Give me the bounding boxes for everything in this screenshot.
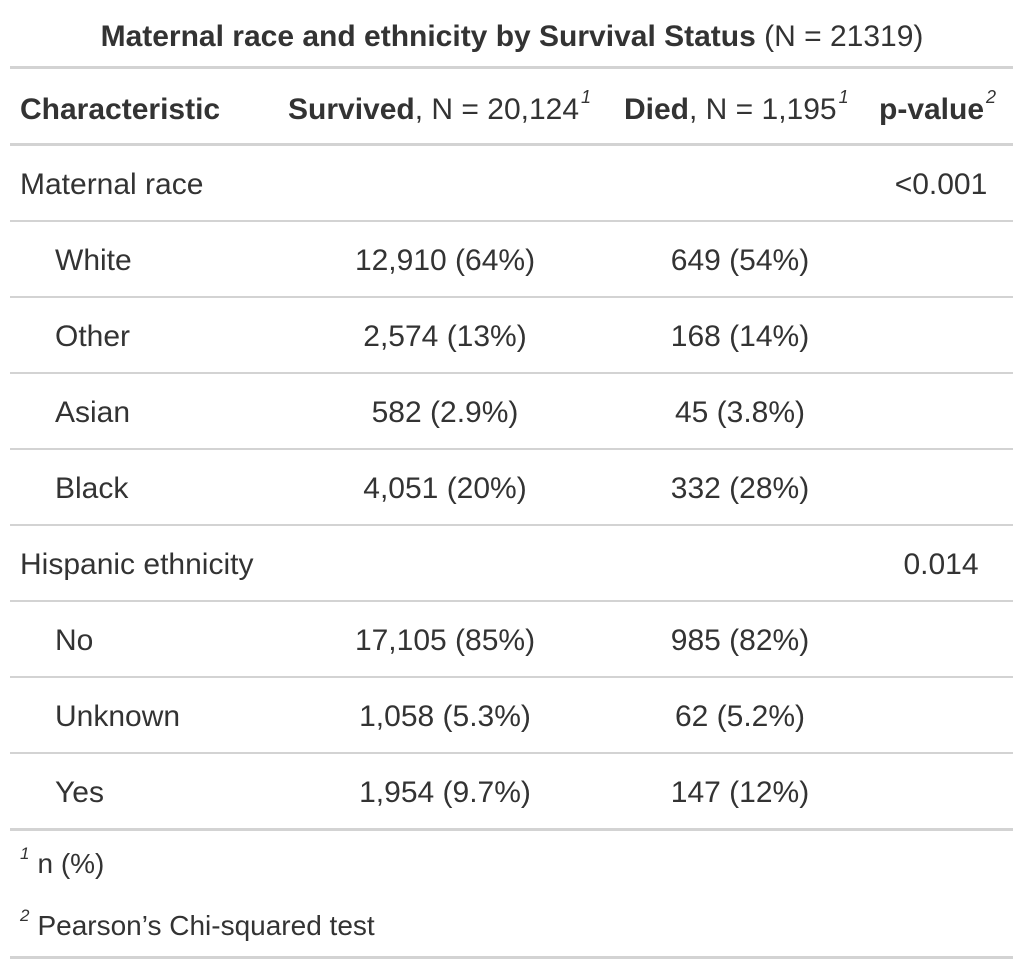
- survived-cell: 4,051 (20%): [363, 472, 527, 505]
- top-rule: [10, 66, 1013, 69]
- survived-cell: 17,105 (85%): [354, 624, 536, 657]
- footnote-1-mark: 1: [20, 844, 30, 863]
- row-divider: [10, 296, 1013, 298]
- footnote-2-text: Pearson’s Chi-squared test: [37, 910, 375, 941]
- footnote-1-text: n (%): [37, 848, 105, 879]
- died-cell: 332 (28%): [670, 472, 810, 505]
- pvalue-cell: 0.014: [903, 548, 979, 581]
- row-divider: [10, 752, 1013, 754]
- header-rule: [10, 143, 1013, 146]
- died-cell: 649 (54%): [670, 244, 810, 277]
- table-row: Maternal race <0.001: [10, 146, 1013, 220]
- survived-cell: 582 (2.9%): [371, 396, 519, 429]
- table-title-main: Maternal race and ethnicity by Survival …: [100, 20, 756, 53]
- pvalue-cell: [880, 754, 1002, 828]
- row-label: Yes: [55, 776, 104, 809]
- died-cell: 168 (14%): [670, 320, 810, 353]
- died-cell: 62 (5.2%): [674, 700, 806, 733]
- pvalue-cell: [880, 222, 1002, 296]
- header-died-count: , N = 1,195: [689, 93, 837, 126]
- pvalue-cell: [880, 298, 1002, 372]
- row-divider: [10, 220, 1013, 222]
- header-pvalue-label: p-value: [879, 93, 985, 126]
- row-divider: [10, 372, 1013, 374]
- died-cell: [600, 146, 880, 220]
- survived-cell: 2,574 (13%): [363, 320, 527, 353]
- died-cell: 45 (3.8%): [674, 396, 806, 429]
- survived-cell: 1,954 (9.7%): [359, 776, 531, 809]
- row-label: White: [55, 244, 132, 277]
- body-bottom-rule: [10, 828, 1013, 831]
- row-label: Unknown: [55, 700, 181, 733]
- header-died: Died, N = 1,195 1: [624, 72, 849, 144]
- header-pvalue: p-value 2: [879, 72, 996, 144]
- table-row: Other 2,574 (13%) 168 (14%): [10, 298, 1013, 372]
- bottom-rule: [10, 956, 1013, 959]
- table-row: Hispanic ethnicity 0.014: [10, 526, 1013, 600]
- pvalue-cell: [880, 602, 1002, 676]
- pvalue-cell: [880, 374, 1002, 448]
- table-row: Black 4,051 (20%) 332 (28%): [10, 450, 1013, 524]
- row-divider: [10, 524, 1013, 526]
- table-row: No 17,105 (85%) 985 (82%): [10, 602, 1013, 676]
- row-label: Hispanic ethnicity: [20, 548, 254, 581]
- header-characteristic-label: Characteristic: [20, 93, 221, 126]
- header-survived: Survived, N = 20,124 1: [288, 72, 591, 144]
- row-label: Other: [55, 320, 131, 353]
- table-title-count: (N = 21319): [755, 20, 924, 53]
- header-died-footnote-mark: 1: [838, 87, 849, 107]
- pvalue-cell: <0.001: [894, 168, 988, 201]
- died-cell: 147 (12%): [670, 776, 810, 809]
- row-label: Asian: [55, 396, 131, 429]
- header-survived-footnote-mark: 1: [581, 87, 592, 107]
- footnote-2-mark: 2: [20, 906, 30, 925]
- row-divider: [10, 600, 1013, 602]
- footnote-2: 2 Pearson’s Chi-squared test: [20, 906, 375, 942]
- header-characteristic: Characteristic: [20, 72, 220, 144]
- survived-cell: 1,058 (5.3%): [359, 700, 531, 733]
- survived-cell: [290, 146, 600, 220]
- survived-cell: 12,910 (64%): [354, 244, 536, 277]
- row-divider: [10, 448, 1013, 450]
- header-survived-label: Survived: [288, 93, 415, 126]
- died-cell: 985 (82%): [670, 624, 810, 657]
- died-cell: [600, 526, 880, 600]
- header-survived-count: , N = 20,124: [414, 93, 580, 126]
- row-label: Maternal race: [20, 168, 204, 201]
- header-row: Characteristic Survived, N = 20,124 1 Die…: [10, 72, 1013, 144]
- table-row: White 12,910 (64%) 649 (54%): [10, 222, 1013, 296]
- row-label: No: [55, 624, 94, 657]
- table-row: Asian 582 (2.9%) 45 (3.8%): [10, 374, 1013, 448]
- table-title: Maternal race and ethnicity by Survival …: [10, 8, 1014, 66]
- row-divider: [10, 676, 1013, 678]
- survived-cell: [290, 526, 600, 600]
- header-pvalue-footnote-mark: 2: [986, 87, 997, 107]
- table-row: Unknown 1,058 (5.3%) 62 (5.2%): [10, 678, 1013, 752]
- row-label: Black: [55, 472, 129, 505]
- table-row: Yes 1,954 (9.7%) 147 (12%): [10, 754, 1013, 828]
- footnote-1: 1 n (%): [20, 844, 105, 880]
- pvalue-cell: [880, 450, 1002, 524]
- pvalue-cell: [880, 678, 1002, 752]
- header-died-label: Died: [624, 93, 690, 126]
